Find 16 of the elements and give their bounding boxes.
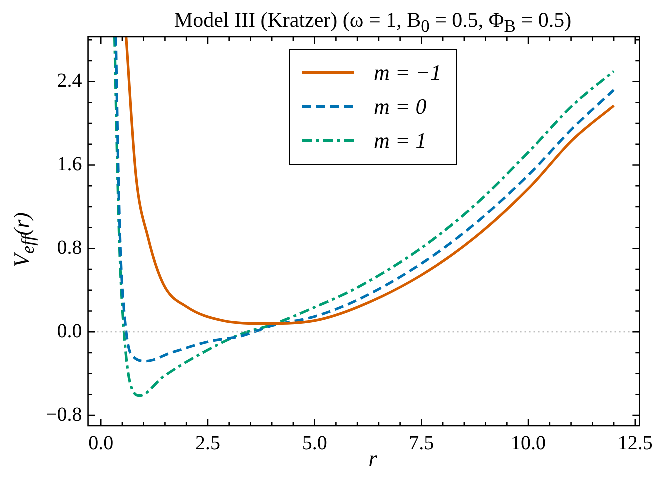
x-tick-label: 10.0 <box>511 432 546 454</box>
x-tick-label: 7.5 <box>409 432 434 454</box>
legend-label: m = 0 <box>374 94 427 120</box>
y-tick-label: 2.4 <box>57 70 82 92</box>
y-tick-label: 1.6 <box>57 154 82 176</box>
x-tick-label: 2.5 <box>195 432 220 454</box>
x-axis-title: r <box>368 446 378 471</box>
legend-label: m = −1 <box>374 60 442 86</box>
x-tick-label: 0.0 <box>88 432 114 454</box>
legend-label: m = 1 <box>374 128 427 154</box>
x-tick-label: 12.5 <box>618 432 653 454</box>
chart-title: Model III (Kratzer) (ω = 1, B$_{0}$ = 0.5, Φ$_{B}$ = 0.5) <box>173 8 573 38</box>
y-tick-label: 0.0 <box>57 320 82 342</box>
x-tick-label: 5.0 <box>302 432 328 454</box>
y-tick-label: 0.8 <box>57 236 82 259</box>
y-tick-label: −0.8 <box>46 404 82 426</box>
